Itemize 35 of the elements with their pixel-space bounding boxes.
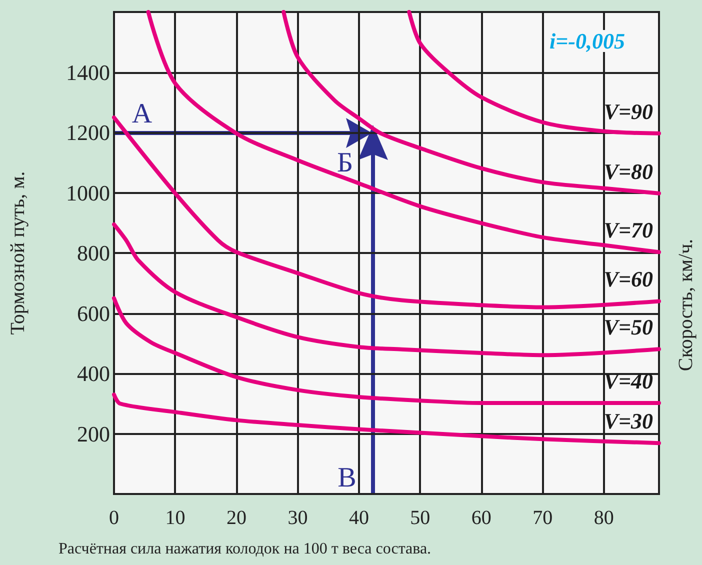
x-tick-label: 30 [288, 507, 308, 529]
line-series [407, 10, 661, 136]
y2-axis-title: Скорость, км/ч. [675, 238, 697, 372]
line-series [282, 10, 661, 196]
x-tick-label: 70 [532, 507, 553, 529]
annotation: i=-0,005 [550, 28, 626, 54]
series-label: V=80 [604, 158, 653, 184]
x-tick-label: 80 [594, 507, 614, 529]
y-tick-label: 1400 [66, 60, 110, 85]
y-tick-label: 800 [77, 240, 110, 266]
x-tick-label: 10 [165, 507, 186, 529]
x-tick-label: 0 [109, 507, 119, 529]
y-tick-label: 600 [77, 300, 110, 326]
series-label: V=90 [604, 98, 653, 124]
x-tick-label: 40 [348, 507, 369, 529]
x-axis-title: Расчётная сила нажатия колодок на 100 т веса состава. [58, 540, 432, 558]
line-series [112, 296, 661, 406]
series-label: V=40 [604, 368, 653, 394]
series-label: V=50 [604, 314, 653, 340]
line-series [112, 392, 661, 446]
series-label: V=70 [604, 218, 653, 243]
y-tick-label: 1200 [66, 120, 110, 145]
line-series [112, 222, 661, 358]
annotation: Б [336, 148, 354, 178]
series-label: V=30 [604, 408, 653, 434]
x-tick-label: 50 [410, 507, 430, 529]
y-tick-label: 1000 [66, 180, 110, 206]
y-tick-label: 400 [77, 361, 110, 386]
y-tick-label: 200 [77, 421, 110, 446]
annotation: А [132, 98, 153, 130]
x-tick-label: 60 [471, 507, 492, 529]
y-axis-title: Тормозной путь, м. [7, 171, 29, 335]
series-label: V=60 [604, 266, 653, 292]
annotation: В [338, 462, 356, 494]
x-tick-label: 20 [226, 507, 246, 529]
